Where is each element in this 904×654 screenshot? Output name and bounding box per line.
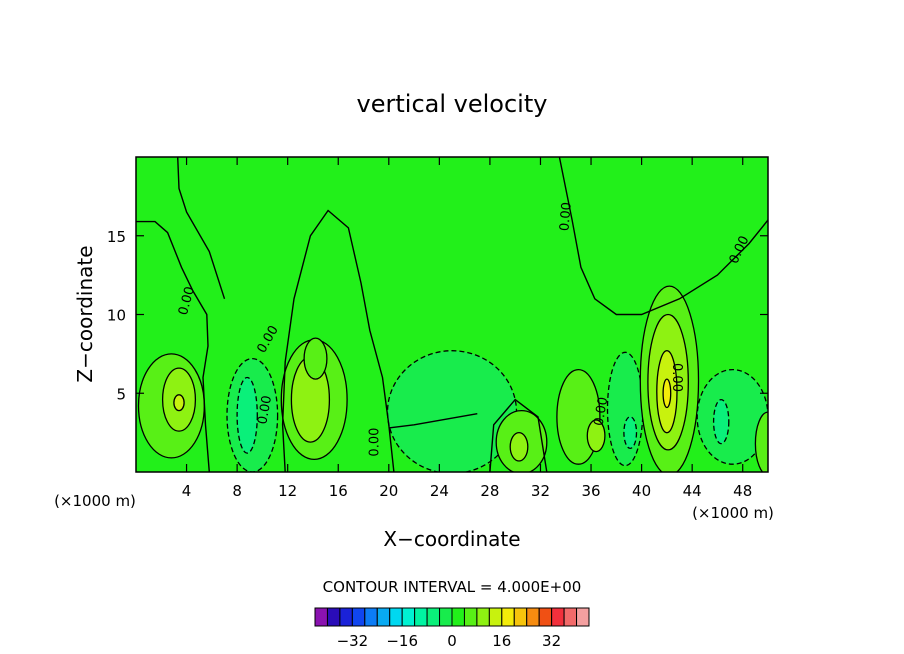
- y-tick-label: 5: [116, 385, 126, 403]
- x-tick-label: 44: [683, 482, 702, 500]
- positive-contour-region: [509, 431, 529, 462]
- x-tick-label: 4: [182, 482, 192, 500]
- negative-contour-region: [236, 376, 258, 454]
- colorbar-swatch: [426, 607, 441, 627]
- colorbar-swatch: [513, 607, 528, 627]
- x-tick-label: 16: [329, 482, 348, 500]
- contour-label: 0.00: [557, 202, 574, 232]
- positive-contour-region: [662, 378, 672, 409]
- zero-contour-line: [136, 220, 210, 472]
- colorbar-swatch: [576, 607, 590, 627]
- colorbar-tick-label: 0: [447, 632, 457, 650]
- colorbar-swatch: [339, 607, 353, 627]
- zero-contour-line: [388, 413, 478, 429]
- chart-title: vertical velocity: [357, 90, 548, 118]
- colorbar-swatch: [488, 607, 503, 627]
- contour-labels: 0.000.000.000.000.000.000.000.00: [176, 202, 752, 457]
- x-tick-label: 12: [278, 482, 297, 500]
- colorbar-swatch: [451, 607, 465, 627]
- colorbar-swatch: [389, 607, 403, 627]
- x-axis-ticks: 4 8 12 16 20 24 28 32 36 40 44 48: [182, 157, 752, 500]
- colorbar-tick-label: −32: [337, 632, 369, 650]
- contour-label: 0.00: [592, 396, 612, 427]
- contour-interval-text: CONTOUR INTERVAL = 4.000E+00: [323, 578, 582, 596]
- x-tick-label: 36: [581, 482, 600, 500]
- contour-label: 0.00: [669, 363, 684, 392]
- negative-contour-region: [386, 350, 518, 472]
- negative-contour-region: [623, 416, 638, 450]
- colorbar-swatch: [439, 607, 453, 627]
- y-tick-label: 10: [107, 307, 126, 325]
- colorbar-tick-label: 16: [492, 632, 511, 650]
- colorbar-swatch: [364, 607, 378, 627]
- x-tick-label: 24: [430, 482, 449, 500]
- y-axis-title: Z−coordinate: [73, 245, 97, 382]
- x-unit-left: (×1000 m): [54, 492, 136, 510]
- x-unit-right: (×1000 m): [692, 504, 774, 522]
- colorbar-swatch: [414, 607, 428, 627]
- colorbar: [314, 607, 590, 627]
- positive-contour-region: [303, 337, 328, 380]
- colorbar-swatch: [351, 607, 366, 627]
- x-tick-label: 40: [632, 482, 651, 500]
- positive-contour-region: [586, 419, 606, 453]
- colorbar-swatch: [526, 607, 540, 627]
- x-tick-label: 20: [379, 482, 398, 500]
- negative-contour-region: [712, 398, 730, 445]
- colorbar-tick-labels: −32 −16 0 16 32: [337, 632, 562, 650]
- positive-contour-region: [754, 411, 768, 472]
- x-tick-label: 32: [531, 482, 550, 500]
- zero-contour-line: [281, 209, 395, 472]
- colorbar-swatch: [551, 607, 565, 627]
- colorbar-swatch: [476, 607, 490, 627]
- colorbar-swatch: [326, 607, 341, 627]
- y-axis-ticks: 5 10 15: [107, 228, 768, 403]
- contour-label: 0.00: [255, 394, 275, 425]
- colorbar-tick-label: 32: [542, 632, 561, 650]
- x-tick-label: 28: [480, 482, 499, 500]
- contour-fills: [137, 285, 768, 472]
- colorbar-swatch: [563, 607, 578, 627]
- colorbar-swatch: [538, 607, 553, 627]
- zero-contour-lines: [136, 157, 768, 472]
- colorbar-swatch: [501, 607, 515, 627]
- x-tick-label: 48: [733, 482, 752, 500]
- negative-contour-region: [606, 351, 644, 467]
- colorbar-swatch: [314, 607, 328, 627]
- x-axis-title: X−coordinate: [383, 527, 520, 551]
- contour-label: 0.00: [368, 428, 383, 457]
- positive-contour-region: [173, 394, 185, 412]
- zero-contour-line: [489, 398, 548, 472]
- colorbar-swatch: [401, 607, 416, 627]
- plot-area: 0.000.000.000.000.000.000.000.00: [135, 156, 769, 473]
- y-tick-label: 15: [107, 228, 126, 246]
- colorbar-swatch: [376, 607, 391, 627]
- colorbar-swatch: [463, 607, 478, 627]
- zero-contour-line: [177, 157, 226, 300]
- colorbar-tick-label: −16: [386, 632, 418, 650]
- zero-contour-line: [558, 157, 768, 316]
- contour-label: 0.00: [176, 285, 198, 317]
- x-tick-label: 8: [232, 482, 242, 500]
